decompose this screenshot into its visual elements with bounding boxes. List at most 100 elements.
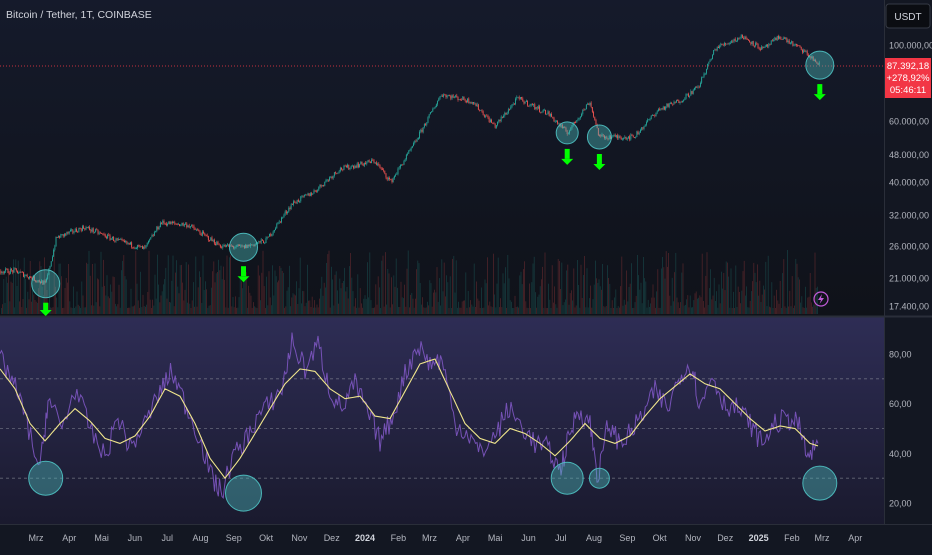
volume-bar <box>766 306 768 314</box>
candle-body <box>381 168 383 170</box>
oscillator-low-circle <box>588 467 610 489</box>
candle-body <box>601 134 603 137</box>
volume-bars <box>1 250 818 314</box>
candle-body <box>757 43 759 49</box>
volume-bar <box>434 289 435 314</box>
candle-body <box>528 105 530 107</box>
candle-body <box>404 159 406 162</box>
candle-body <box>279 221 281 223</box>
volume-bar <box>394 286 396 314</box>
volume-bar <box>435 292 437 314</box>
volume-bar <box>344 267 345 314</box>
volume-bar <box>664 278 666 314</box>
candle-body <box>89 227 91 230</box>
candle-body <box>595 119 597 125</box>
candle-body <box>50 261 52 267</box>
volume-bar <box>179 265 181 314</box>
volume-bar <box>466 307 468 314</box>
last-price-tag-box <box>885 58 931 98</box>
volume-bar <box>4 303 6 314</box>
volume-bar <box>659 307 661 314</box>
candle-body <box>44 280 46 282</box>
volume-bar <box>110 284 111 314</box>
candle-body <box>543 109 545 111</box>
candle-body <box>124 240 125 242</box>
volume-bar <box>321 276 323 314</box>
candle-body <box>533 104 534 106</box>
volume-bar <box>530 308 531 314</box>
last-price-tag[interactable]: 87.392,18 +278,92% 05:46:11 <box>885 58 931 98</box>
candle-body <box>763 46 765 48</box>
volume-bar <box>389 307 391 314</box>
candle-body <box>794 44 796 45</box>
candle-body <box>773 40 775 41</box>
volume-bar <box>398 307 399 314</box>
time-axis-background[interactable] <box>0 524 932 550</box>
candle-body <box>483 115 485 117</box>
volume-bar <box>459 307 461 314</box>
candle-body <box>38 280 40 282</box>
volume-bar <box>107 296 109 314</box>
volume-bar <box>641 303 643 314</box>
volume-bar <box>776 289 777 314</box>
candle-body <box>816 61 818 64</box>
candle-body <box>319 184 321 188</box>
candle-body <box>148 240 149 243</box>
candle-body <box>500 116 502 122</box>
volume-bar <box>615 289 617 314</box>
volume-bar <box>799 279 800 314</box>
volume-bar <box>525 301 527 314</box>
volume-bar <box>790 306 792 314</box>
volume-bar <box>734 308 735 314</box>
candle-body <box>455 95 456 97</box>
candle-body <box>199 231 201 234</box>
volume-bar <box>669 295 671 314</box>
candle-body <box>503 115 504 118</box>
volume-bar <box>152 299 153 314</box>
volume-bar <box>608 278 609 314</box>
candle-body <box>83 226 85 229</box>
currency-badge[interactable]: USDT <box>885 3 931 29</box>
oscillator-lines <box>0 332 819 500</box>
time-axis-label: Feb <box>391 533 407 543</box>
time-axis-label: Dez <box>324 533 341 543</box>
volume-bar <box>704 307 705 314</box>
candle-body <box>403 161 405 165</box>
time-axis-label: Jul <box>161 533 173 543</box>
volume-bar <box>495 307 497 314</box>
volume-bar <box>407 250 409 314</box>
candle-body <box>163 220 165 224</box>
volume-bar <box>188 264 189 314</box>
candle-body <box>362 163 364 166</box>
volume-bar <box>638 275 639 314</box>
candle-body <box>363 162 365 166</box>
candle-body <box>737 37 739 41</box>
volume-bar <box>404 284 405 314</box>
volume-bar <box>811 302 812 314</box>
candle-body <box>593 112 594 117</box>
candle-body <box>228 244 230 247</box>
candle-body <box>155 231 156 233</box>
symbol-title[interactable]: Bitcoin / Tether, 1T, COINBASE <box>6 9 152 21</box>
volume-bar <box>393 275 395 314</box>
candle-body <box>371 159 372 163</box>
volume-bar <box>26 307 27 314</box>
volume-bar <box>814 252 816 314</box>
candle-body <box>425 123 426 125</box>
lightning-icon[interactable] <box>813 291 829 307</box>
candle-body <box>511 104 513 107</box>
volume-bar <box>743 260 745 314</box>
candle-body <box>23 272 24 277</box>
candle-body <box>14 268 16 270</box>
volume-bar <box>537 296 539 314</box>
candle-body <box>782 37 784 40</box>
volume-bar <box>663 267 665 314</box>
candle-body <box>110 238 112 240</box>
candle-body <box>396 173 398 175</box>
candle-body <box>701 77 703 83</box>
volume-bar <box>40 266 42 314</box>
candle-body <box>578 117 580 119</box>
volume-bar <box>736 307 738 314</box>
